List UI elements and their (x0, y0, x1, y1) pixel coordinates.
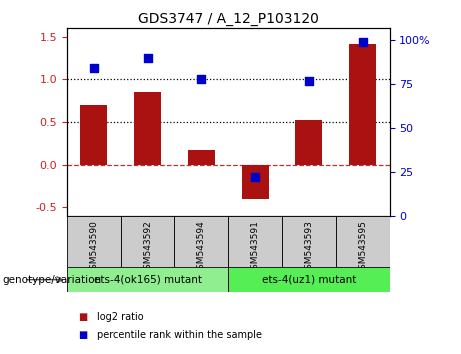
Bar (228, 267, 390, 292)
Text: GSM543592: GSM543592 (143, 220, 152, 275)
Text: GDS3747 / A_12_P103120: GDS3747 / A_12_P103120 (138, 12, 319, 27)
Bar (282, 216, 336, 267)
Point (198, 76, 205, 81)
Text: GSM543594: GSM543594 (197, 220, 206, 275)
Bar (67, 216, 121, 267)
Bar (67, 267, 228, 292)
Bar (349, 44, 376, 165)
Bar (296, 120, 322, 165)
Bar (134, 92, 161, 165)
Bar (80, 105, 107, 165)
Point (305, 78, 313, 83)
Bar (242, 165, 268, 199)
Text: ■: ■ (78, 330, 88, 339)
Bar (336, 216, 390, 267)
Text: ■: ■ (78, 312, 88, 322)
Text: genotype/variation: genotype/variation (2, 275, 101, 285)
Text: GSM543593: GSM543593 (304, 220, 313, 275)
Text: GSM543591: GSM543591 (251, 220, 260, 275)
Point (359, 39, 366, 45)
Text: percentile rank within the sample: percentile rank within the sample (97, 330, 262, 339)
Text: ets-4(ok165) mutant: ets-4(ok165) mutant (94, 275, 201, 285)
Point (144, 55, 151, 61)
Text: log2 ratio: log2 ratio (97, 312, 143, 322)
Point (251, 175, 259, 180)
Text: GSM543595: GSM543595 (358, 220, 367, 275)
Bar (121, 216, 174, 267)
Bar (188, 150, 215, 165)
Point (90, 65, 97, 71)
Text: GSM543590: GSM543590 (89, 220, 98, 275)
Bar (174, 216, 228, 267)
Text: ets-4(uz1) mutant: ets-4(uz1) mutant (262, 275, 356, 285)
Bar (228, 216, 282, 267)
